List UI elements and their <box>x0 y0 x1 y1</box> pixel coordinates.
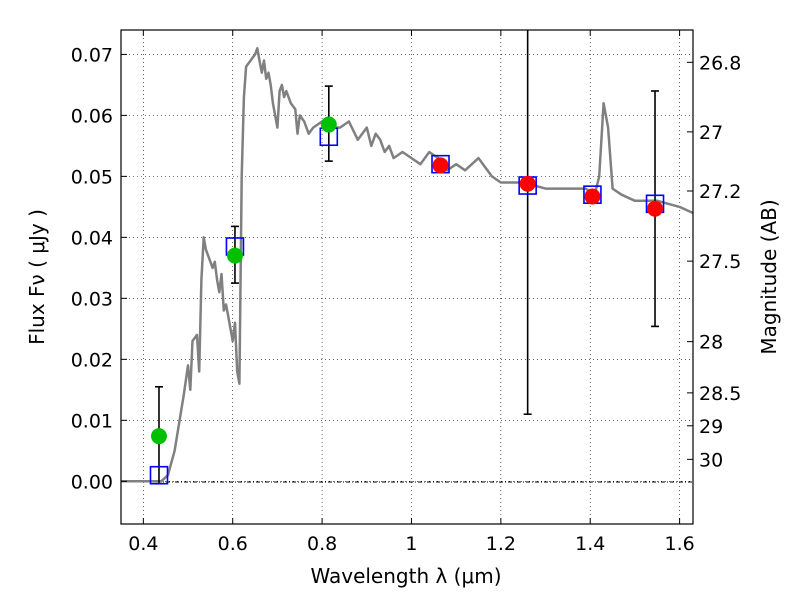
right-tick-label: 27.2 <box>699 181 741 203</box>
observed-point <box>432 157 449 174</box>
x-axis-label: Wavelength λ (μm) <box>310 564 501 588</box>
right-tick-label: 29 <box>699 416 723 438</box>
x-tick-label: 0.4 <box>128 533 158 555</box>
right-tick-label: 30 <box>699 449 723 471</box>
observed-point <box>647 200 664 217</box>
right-tick-label: 27.5 <box>699 251 741 273</box>
y-tick-label: 0.07 <box>71 44 113 66</box>
observed-point <box>519 175 536 192</box>
y-tick-label: 0.06 <box>71 105 113 127</box>
y-tick-label: 0.03 <box>71 288 113 310</box>
grid-lines <box>121 30 693 524</box>
right-tick-label: 28 <box>699 332 723 354</box>
sed-model-line <box>121 47 694 483</box>
model-photometry-square <box>149 465 169 485</box>
y-tick-label: 0.00 <box>71 471 113 493</box>
x-tick-label: 1.2 <box>486 533 516 555</box>
x-tick-label: 1.4 <box>575 533 605 555</box>
observed-points <box>150 116 664 445</box>
observed-point <box>584 188 601 205</box>
plot-frame <box>120 29 694 525</box>
y-tick-label: 0.05 <box>71 166 113 188</box>
x-tick-label: 1 <box>405 533 417 555</box>
y-tick-label: 0.02 <box>71 349 113 371</box>
right-tick-label: 28.5 <box>699 383 741 405</box>
axis-ticks: 0.4 0.6 0.8 1 1.2 1.4 1.6 0.00 0.01 0.02 0.03 0.04 0… <box>71 30 741 555</box>
right-tick-label: 26.8 <box>699 52 741 74</box>
x-tick-label: 1.6 <box>664 533 694 555</box>
observed-point <box>226 247 243 264</box>
right-tick-label: 27 <box>699 122 723 144</box>
sed-model-series <box>121 47 694 483</box>
y-axis-label: Flux Fν ( μJy ) <box>25 209 49 345</box>
y-tick-label: 0.01 <box>71 410 113 432</box>
right-axis-label: Magnitude (AB) <box>757 199 781 354</box>
y-tick-label: 0.04 <box>71 227 113 249</box>
observed-point <box>150 428 167 445</box>
observed-point <box>320 116 337 133</box>
x-tick-label: 0.8 <box>307 533 337 555</box>
x-tick-label: 0.6 <box>218 533 248 555</box>
